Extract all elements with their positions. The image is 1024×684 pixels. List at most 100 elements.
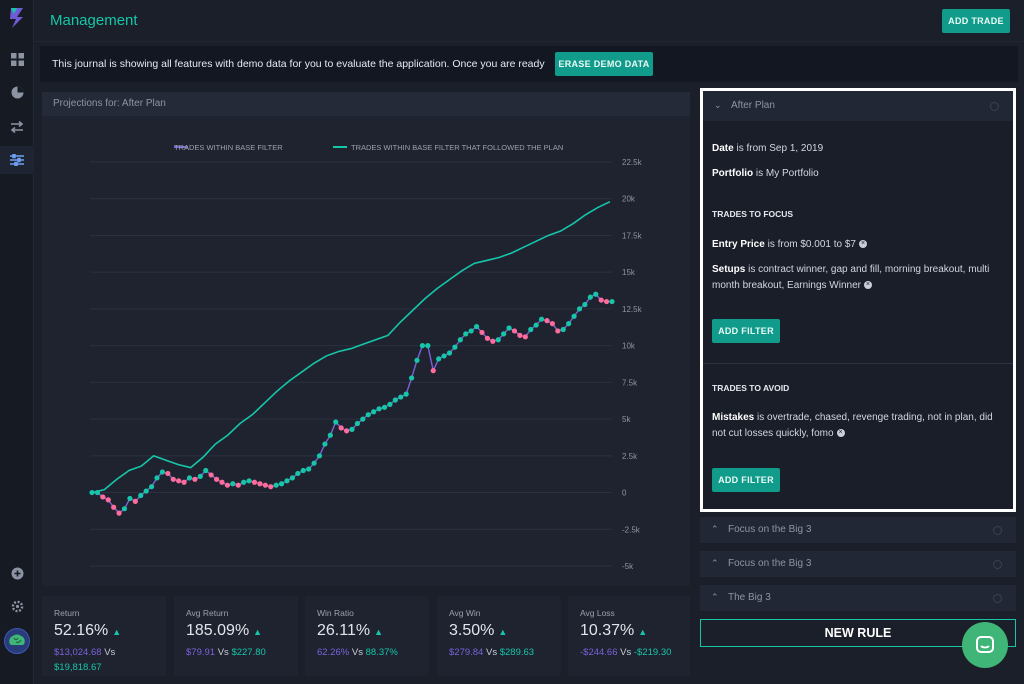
add-circle-icon[interactable] [8,564,26,582]
series-point-base [511,328,518,334]
y-tick-label: 17.5k [622,231,643,240]
series-point-base [560,326,566,333]
arrow-up-icon: ▲ [112,627,122,637]
series-point-base [289,475,296,481]
series-point-base [316,453,323,459]
series-point-base [148,484,155,490]
series-point-base [343,428,350,434]
rule-accordion[interactable]: ⌃ Focus on the Big 3 [700,517,1016,543]
series-point-base [105,497,111,503]
series-point-base [94,489,101,496]
series-point-base [609,298,615,305]
series-point-base [284,478,290,484]
filter-portfolio: Portfolio is My Portfolio [712,166,1004,182]
chart-panel-title: Projections for: After Plan [53,98,166,109]
series-point-base [419,343,426,349]
series-point-base [452,344,458,350]
y-tick-label: 12.5k [622,305,643,314]
series-point-base [311,460,317,466]
settings-icon[interactable] [993,594,1002,603]
add-trade-button[interactable]: ADD TRADE [942,9,1010,33]
erase-demo-data-button[interactable]: ERASE DEMO DATA [555,52,653,76]
chart-panel-header: Projections for: After Plan [42,92,690,116]
series-point-base [127,495,133,502]
series-point-base [593,291,599,297]
series-point-base [376,406,382,412]
series-point-base [522,334,528,340]
add-focus-filter-button[interactable]: ADD FILTER [712,319,780,343]
remove-filter-icon[interactable]: × [863,281,872,290]
stat-value: 185.09% ▲ [186,622,262,640]
series-point-base [138,492,144,499]
avoid-caption: TRADES TO AVOID [712,383,790,393]
stat-card-avg-win: Avg Win 3.50% ▲ $279.84 Vs $289.63 [437,596,561,676]
series-point-base [598,297,604,303]
logo-icon[interactable] [8,8,26,28]
series-point-base [436,356,442,362]
stat-value-text: 3.50% [449,622,495,639]
series-point-base [116,510,122,516]
user-avatar[interactable] [4,628,30,654]
plan-accordion-header[interactable]: ⌄ After Plan [703,91,1013,121]
series-point-base [571,313,577,319]
series-point-base [566,321,572,327]
filter-setups: Setups is contract winner, gap and fill,… [712,262,1004,294]
y-tick-label: 10k [622,342,636,351]
series-point-base [538,316,545,322]
settings-icon[interactable] [993,526,1002,535]
series-point-base [257,481,263,487]
sliders-icon[interactable] [8,151,26,169]
transfer-icon[interactable] [8,118,26,136]
filter-value: is overtrade, chased, revenge trading, n… [712,412,993,439]
arrow-up-icon: ▲ [638,627,648,637]
stat-comparison: $79.91 Vs $227.80 [186,645,306,660]
filter-key: Entry Price [712,239,765,250]
filter-value: is from Sep 1, 2019 [733,143,824,154]
chat-launcher-button[interactable] [962,622,1008,668]
y-tick-label: 20k [622,195,636,204]
series-point-base [582,301,588,308]
series-point-base [176,478,182,484]
series-point-base [333,419,339,425]
stat-base-value: $79.91 [186,647,216,658]
series-point-base [181,479,187,485]
settings-icon[interactable] [993,560,1002,569]
stat-value: 26.11% ▲ [317,622,383,640]
series-point-base [446,350,453,356]
series-point-base [501,331,507,337]
stat-vs: Vs [620,647,632,658]
stat-plan-value: -$219.30 [633,647,672,658]
rule-accordion[interactable]: ⌃ The Big 3 [700,585,1016,611]
series-point-base [490,338,496,344]
series-point-base [197,473,203,479]
series-point-base [603,298,610,305]
series-point-base [371,409,377,415]
remove-filter-icon[interactable]: × [836,429,845,438]
series-point-base [213,476,220,482]
filter-date: Date is from Sep 1, 2019 [712,141,1004,157]
pie-chart-icon[interactable] [8,83,26,101]
series-point-base [587,294,593,300]
rule-accordion[interactable]: ⌃ Focus on the Big 3 [700,551,1016,577]
settings-gear-icon[interactable] [8,597,26,615]
series-point-base [517,332,523,338]
series-point-base [295,470,301,477]
demo-banner: This journal is showing all features wit… [40,46,1018,82]
series-point-base [555,328,561,334]
section-divider [703,363,1013,364]
series-point-base [262,482,268,488]
series-point-base [327,432,333,438]
series-point-base [132,498,138,504]
series-point-base [111,504,117,510]
series-point-base [549,321,556,327]
chat-icon [976,636,994,653]
stat-comparison: 62.26% Vs 88.37% [317,645,437,660]
series-point-base [360,416,366,422]
remove-filter-icon[interactable]: × [858,240,867,249]
stat-base-value: 62.26% [317,647,350,658]
dashboard-icon[interactable] [8,50,26,68]
settings-icon[interactable] [990,102,999,111]
series-point-base [349,426,355,432]
add-avoid-filter-button[interactable]: ADD FILTER [712,468,780,492]
stat-base-value: -$244.66 [580,647,618,658]
